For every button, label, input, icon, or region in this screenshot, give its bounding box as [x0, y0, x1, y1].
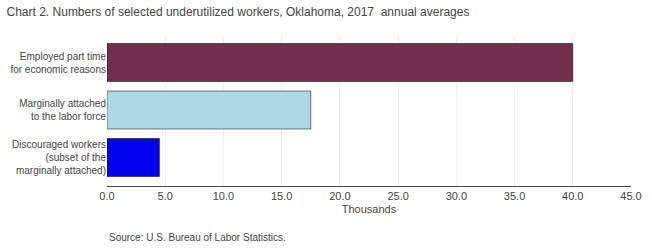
- svg-text:5.0: 5.0: [158, 190, 173, 202]
- svg-text:35.0: 35.0: [504, 190, 525, 202]
- svg-text:Thousands: Thousands: [342, 203, 397, 215]
- svg-text:Chart 2. Numbers of selected u: Chart 2. Numbers of selected underutiliz…: [7, 5, 470, 19]
- svg-text:10.0: 10.0: [213, 190, 234, 202]
- svg-text:30.0: 30.0: [446, 190, 467, 202]
- svg-text:0.0: 0.0: [99, 190, 114, 202]
- svg-text:Discouraged workers(subset of: Discouraged workers(subset of themargina…: [12, 139, 106, 176]
- svg-text:45.0: 45.0: [620, 190, 641, 202]
- svg-text:15.0: 15.0: [271, 190, 292, 202]
- svg-text:25.0: 25.0: [387, 190, 408, 202]
- svg-text:Employed part timefor economic: Employed part timefor economic reasons: [10, 51, 106, 75]
- svg-text:40.0: 40.0: [562, 190, 583, 202]
- svg-text:Marginally attachedto the labo: Marginally attachedto the labor force: [19, 98, 106, 122]
- svg-text:Source: U.S. Bureau of Labor S: Source: U.S. Bureau of Labor Statistics.: [109, 232, 286, 243]
- svg-text:20.0: 20.0: [329, 190, 350, 202]
